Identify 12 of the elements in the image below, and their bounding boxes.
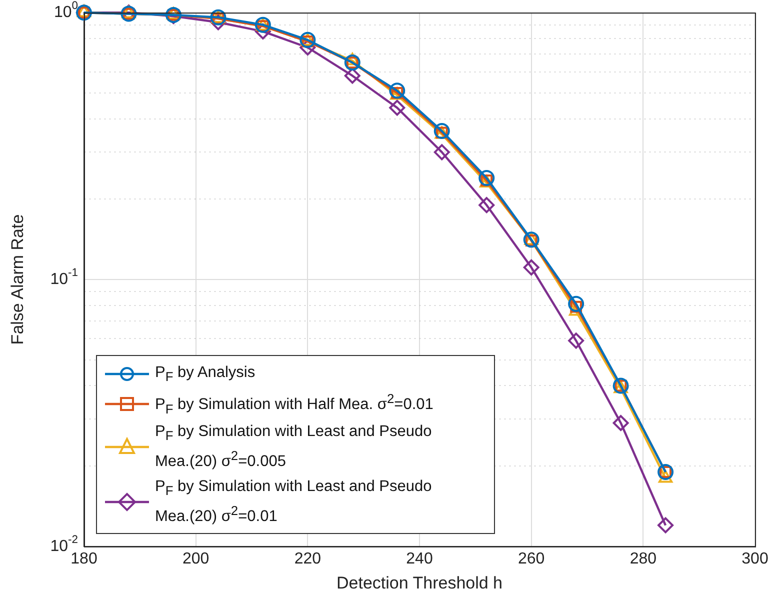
x-tick-label: 220 [294,550,322,568]
x-tick-label: 300 [742,550,768,568]
x-tick-label: 180 [70,550,98,568]
x-tick-label: 240 [406,550,433,568]
x-tick-label: 280 [630,550,657,568]
legend-label: P$_{F}$ by Simulation with Least and Pseudo Mea.(20) σ$^{2}$=0.01 [155,477,433,527]
x-tick-label: 260 [518,550,545,568]
x-tick-label: 200 [182,550,210,568]
x-axis-title: Detection Threshold h [336,573,503,592]
y-axis-title: False Alarm Rate [8,214,27,345]
legend-label: P$_{F}$ by Analysis [155,363,256,386]
legend-label: P$_{F}$ by Simulation with Half Mea. σ$^{2}$=0.01 [155,390,434,418]
